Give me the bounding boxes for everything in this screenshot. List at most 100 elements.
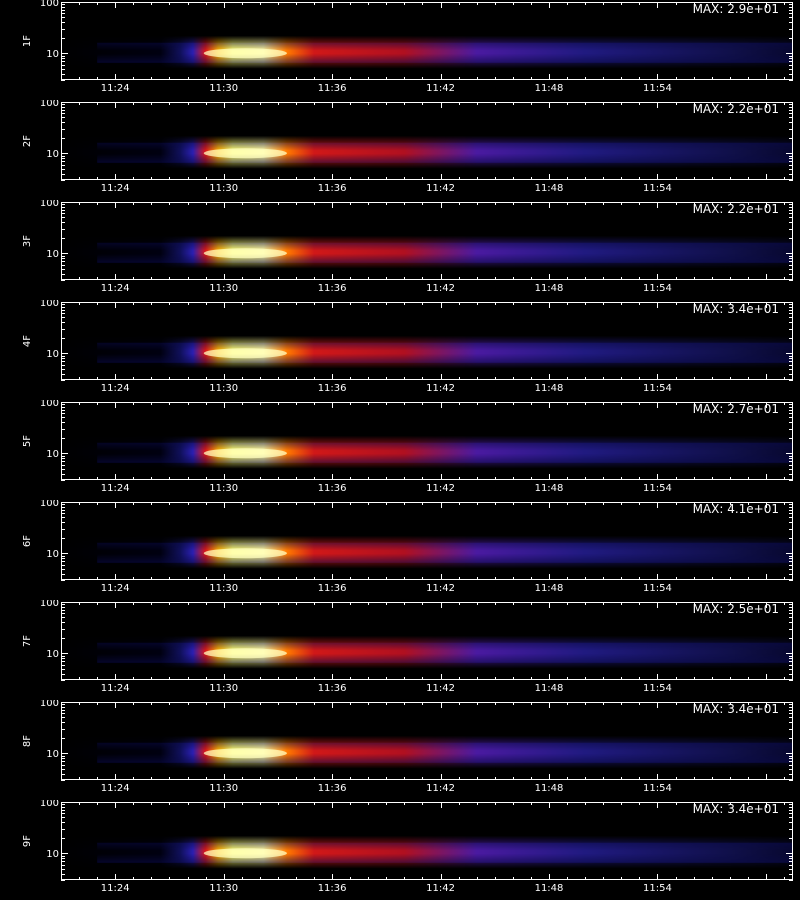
y-tick-label: 10 [46,649,59,660]
x-tick-label: 11:24 [101,683,130,694]
panel-y-label: 6F [22,535,33,547]
y-tick-label: 10 [46,849,59,860]
y-tick-label: 100 [40,700,59,709]
emission-band [61,535,793,569]
x-tick-label: 11:36 [318,283,347,294]
emission-peak [203,848,287,859]
panel-max-label: MAX: 2.7e+01 [693,402,779,416]
x-tick-label: 11:30 [209,883,238,894]
emission-band [61,135,793,169]
plot-frame [61,802,793,880]
plot-frame [61,102,793,180]
x-tick-label: 11:42 [426,683,455,694]
plot-frame [61,602,793,680]
x-tick-label: 11:48 [535,283,564,294]
x-tick-label: 11:48 [535,483,564,494]
plot-frame [61,502,793,580]
emission-band [61,35,793,69]
panel-svg: 11:24 11:30 11:36 11:42 11:48 11:54 10 100 5F MAX… [22,400,794,494]
x-tick-label: 11:30 [209,283,238,294]
x-tick-label: 11:30 [209,483,238,494]
panel-max-label: MAX: 4.1e+01 [693,502,779,516]
x-tick-label: 11:54 [643,383,672,394]
panel-max-label: MAX: 2.2e+01 [693,202,779,216]
panel-y-label: 3F [22,235,33,247]
panel-max-label: MAX: 2.2e+01 [693,102,779,116]
panel-y-label: 5F [22,435,33,447]
panel-1: 11:24 11:30 11:36 11:42 11:48 11:54 10 100 1F MAX… [0,0,800,100]
panel-2: 11:24 11:30 11:36 11:42 11:48 11:54 10 100 2F MAX… [0,100,800,200]
y-tick-label: 10 [46,349,59,360]
x-tick-label: 11:36 [318,683,347,694]
panel-4: 11:24 11:30 11:36 11:42 11:48 11:54 10 100 4F MAX… [0,300,800,400]
plot-frame [61,702,793,780]
x-tick-label: 11:24 [101,583,130,594]
panel-y-label: 7F [22,635,33,647]
emission-peak [203,48,287,59]
panel-svg: 11:24 11:30 11:36 11:42 11:48 11:54 10 100 7F MAX… [22,600,794,694]
x-tick-label: 11:48 [535,883,564,894]
emission-peak [203,548,287,559]
x-tick-label: 11:54 [643,883,672,894]
emission-band [61,235,793,269]
x-tick-label: 11:42 [426,183,455,194]
emission-peak [203,748,287,759]
x-tick-label: 11:36 [318,783,347,794]
x-tick-label: 11:48 [535,383,564,394]
panel-9: 11:24 11:30 11:36 11:42 11:48 11:54 10 100 9F MAX… [0,800,800,900]
panel-svg: 11:24 11:30 11:36 11:42 11:48 11:54 10 100 4F MAX… [22,300,794,394]
x-tick-label: 11:42 [426,483,455,494]
y-tick-label: 100 [40,300,59,309]
panel-max-label: MAX: 2.9e+01 [693,2,779,16]
x-tick-label: 11:42 [426,783,455,794]
emission-band [61,735,793,769]
emission-band [61,635,793,669]
x-tick-label: 11:42 [426,83,455,94]
x-tick-label: 11:24 [101,83,130,94]
panel-y-label: 8F [22,735,33,747]
x-tick-label: 11:54 [643,183,672,194]
x-tick-label: 11:42 [426,383,455,394]
emission-peak [203,348,287,359]
x-tick-label: 11:30 [209,783,238,794]
panel-y-label: 4F [22,335,33,347]
y-tick-label: 10 [46,249,59,260]
panel-svg: 11:24 11:30 11:36 11:42 11:48 11:54 10 100 6F MAX… [22,500,794,594]
y-tick-label: 10 [46,49,59,60]
x-tick-label: 11:24 [101,783,130,794]
panel-3: 11:24 11:30 11:36 11:42 11:48 11:54 10 100 3F MAX… [0,200,800,300]
panel-svg: 11:24 11:30 11:36 11:42 11:48 11:54 10 100 1F MAX… [22,0,794,94]
panel-5: 11:24 11:30 11:36 11:42 11:48 11:54 10 100 5F MAX… [0,400,800,500]
panel-max-label: MAX: 3.4e+01 [693,702,779,716]
emission-peak [203,648,287,659]
x-tick-label: 11:54 [643,283,672,294]
x-tick-label: 11:42 [426,583,455,594]
y-tick-label: 10 [46,449,59,460]
y-tick-label: 10 [46,149,59,160]
panel-svg: 11:24 11:30 11:36 11:42 11:48 11:54 10 100 2F MAX… [22,100,794,194]
x-tick-label: 11:48 [535,783,564,794]
plot-frame [61,302,793,380]
emission-band [61,335,793,369]
emission-band [61,435,793,469]
panel-6: 11:24 11:30 11:36 11:42 11:48 11:54 10 100 6F MAX… [0,500,800,600]
x-tick-label: 11:24 [101,483,130,494]
emission-band [61,835,793,869]
panel-max-label: MAX: 3.4e+01 [693,302,779,316]
x-tick-label: 11:54 [643,683,672,694]
panel-max-label: MAX: 3.4e+01 [693,802,779,816]
x-tick-label: 11:30 [209,83,238,94]
y-tick-label: 100 [40,100,59,109]
x-tick-label: 11:36 [318,583,347,594]
x-tick-label: 11:30 [209,183,238,194]
y-tick-label: 100 [40,400,59,409]
x-tick-label: 11:48 [535,583,564,594]
plot-frame [61,202,793,280]
x-tick-label: 11:30 [209,683,238,694]
panel-svg: 11:24 11:30 11:36 11:42 11:48 11:54 10 100 3F MAX… [22,200,794,294]
panel-svg: 11:24 11:30 11:36 11:42 11:48 11:54 10 100 8F MAX… [22,700,794,794]
plot-frame [61,2,793,80]
x-tick-label: 11:48 [535,83,564,94]
x-tick-label: 11:42 [426,283,455,294]
